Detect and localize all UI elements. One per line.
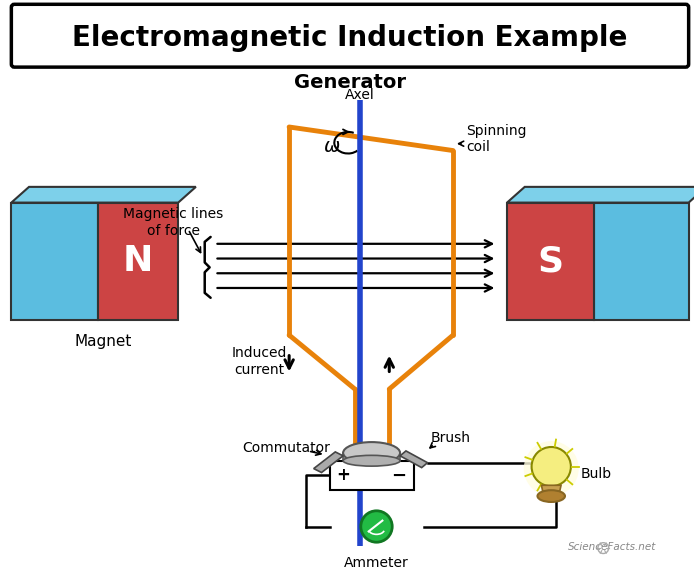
Polygon shape [330,461,414,490]
Text: +: + [336,466,350,484]
Ellipse shape [538,490,565,502]
Text: Magnet: Magnet [75,335,132,350]
Circle shape [360,511,392,542]
Ellipse shape [343,442,400,464]
Polygon shape [343,453,400,461]
Polygon shape [98,203,178,320]
Text: ω: ω [324,137,340,156]
Text: Magnetic lines
of force: Magnetic lines of force [123,207,223,238]
Text: Ammeter: Ammeter [344,556,409,570]
Text: Induced
current: Induced current [232,347,288,376]
Text: Spinning
coil: Spinning coil [466,124,526,154]
Polygon shape [11,187,196,203]
Polygon shape [314,452,343,473]
Polygon shape [507,187,700,203]
Polygon shape [541,485,561,494]
Text: Commutator: Commutator [242,441,330,455]
Circle shape [524,441,579,496]
Text: Electromagnetic Induction Example: Electromagnetic Induction Example [72,23,628,52]
Text: −: − [391,466,407,484]
Text: Bulb: Bulb [581,466,612,481]
Polygon shape [400,451,428,468]
Ellipse shape [343,456,400,466]
Text: Generator: Generator [294,73,406,92]
Text: N: N [123,245,153,278]
Polygon shape [594,203,689,320]
Polygon shape [11,203,98,320]
Polygon shape [507,203,594,320]
Text: Axel: Axel [345,88,375,103]
Circle shape [531,447,571,486]
FancyBboxPatch shape [11,4,689,67]
Text: ScienceFacts.net: ScienceFacts.net [568,542,657,552]
Text: Brush: Brush [430,431,470,445]
Text: S: S [538,245,564,278]
